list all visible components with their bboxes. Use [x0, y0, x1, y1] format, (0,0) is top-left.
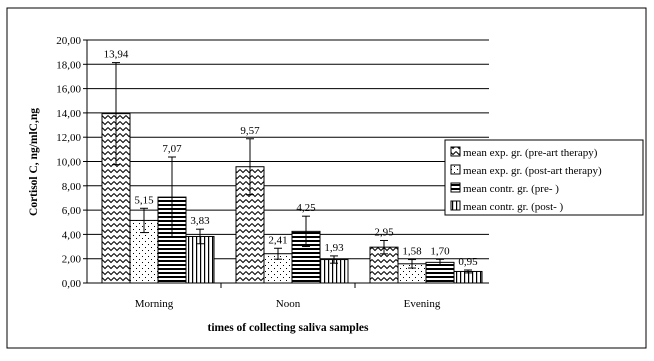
data-label: 5,15	[134, 194, 154, 206]
x-axis-ticks: Morning Noon Evening	[135, 283, 441, 310]
bar	[185, 235, 215, 284]
data-label: 4,25	[296, 202, 316, 214]
y-tick-label: 6,00	[62, 205, 82, 217]
legend-label: mean exp. gr. (pre-art therapy)	[463, 147, 598, 159]
legend-swatch	[450, 164, 461, 175]
y-tick-label: 12,00	[56, 132, 81, 144]
data-label: 13,94	[104, 49, 129, 61]
y-tick-label: 20,00	[56, 35, 81, 47]
error-bars	[112, 62, 472, 274]
y-tick-label: 18,00	[56, 59, 81, 71]
x-tick-label: Morning	[135, 298, 174, 310]
data-label: 1,70	[430, 245, 450, 257]
data-label: 3,83	[190, 215, 210, 227]
y-tick-label: 16,00	[56, 84, 81, 96]
data-label: 1,58	[402, 246, 422, 258]
data-label: 9,57	[240, 125, 260, 137]
data-labels: 13,94 5,15 7,07 3,83 9,57 2,41 4,25 1,93 2,95 1,5…	[104, 49, 479, 268]
y-tick-label: 14,00	[56, 108, 81, 120]
y-tick-label: 8,00	[62, 181, 82, 193]
data-label: 0,95	[458, 256, 478, 268]
legend-label: mean exp. gr. (post-art therapy)	[463, 165, 602, 177]
legend: mean exp. gr. (pre-art therapy) mean exp.…	[444, 139, 644, 216]
data-label: 1,93	[324, 242, 344, 254]
data-label: 7,07	[162, 143, 182, 155]
data-label: 2,95	[374, 226, 394, 238]
legend-swatch	[450, 200, 461, 211]
data-label: 2,41	[268, 234, 287, 246]
legend-label: mean contr. gr. (pre- )	[463, 183, 559, 195]
y-axis-ticks: 0,00 2,00 4,00 6,00 8,00 10,00 12,00 14,00 16,00…	[56, 35, 87, 290]
x-axis-title: times of collecting saliva samples	[208, 322, 370, 334]
legend-swatch	[450, 182, 461, 193]
x-tick-label: Evening	[404, 298, 441, 310]
legend-swatch	[450, 146, 461, 157]
y-tick-label: 0,00	[62, 278, 82, 290]
y-tick-label: 2,00	[62, 254, 82, 266]
y-tick-label: 4,00	[62, 229, 82, 241]
legend-label: mean contr. gr. (post- )	[463, 201, 564, 213]
x-tick-label: Noon	[276, 298, 301, 310]
y-axis-title: Cortisol C, ng/mlC,ng	[28, 108, 40, 216]
legend-box	[444, 139, 644, 216]
y-tick-label: 10,00	[56, 157, 81, 169]
